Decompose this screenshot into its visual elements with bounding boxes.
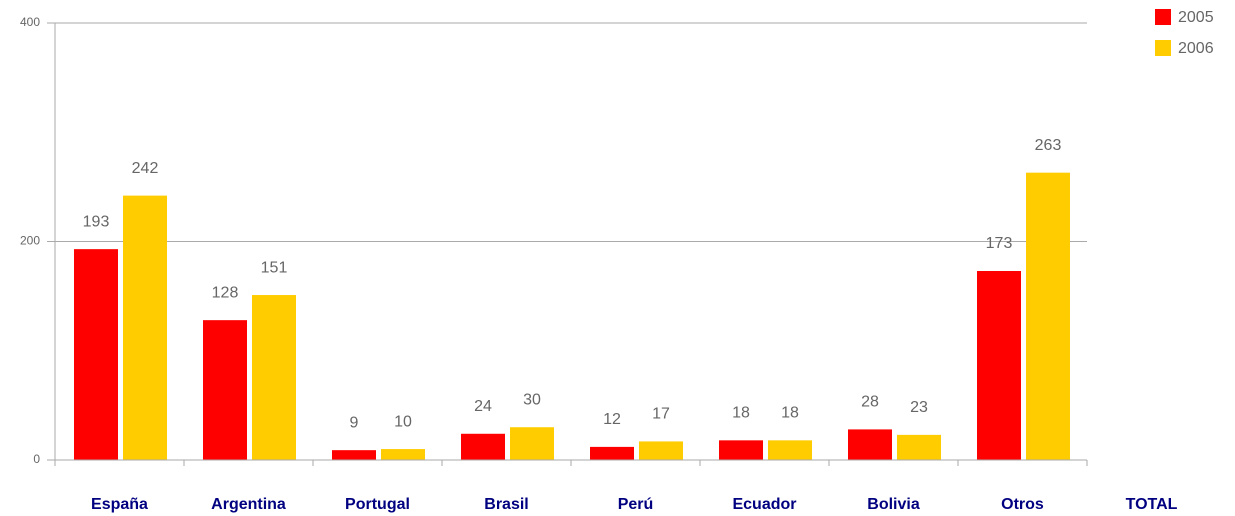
value-label: 173 — [986, 235, 1013, 252]
value-label: 30 — [523, 391, 541, 408]
value-label: 24 — [474, 398, 492, 415]
bar — [768, 440, 812, 460]
legend-swatch — [1155, 9, 1171, 25]
value-label: 128 — [212, 284, 239, 301]
bar — [639, 441, 683, 460]
legend-label: 2005 — [1178, 9, 1214, 26]
value-label: 18 — [781, 405, 799, 422]
bar — [977, 270, 1021, 460]
bar — [848, 429, 892, 460]
bar — [123, 195, 167, 461]
value-label: 9 — [350, 414, 359, 431]
y-tick-label: 0 — [33, 452, 40, 466]
bar — [252, 295, 296, 460]
x-tick-label: Portugal — [345, 496, 410, 513]
x-tick-label: Otros — [1001, 496, 1044, 513]
value-label: 263 — [1035, 137, 1062, 154]
x-tick-label: España — [91, 496, 148, 513]
x-tick-label: TOTAL — [1126, 496, 1178, 513]
bar — [203, 320, 247, 460]
bar — [590, 446, 634, 460]
bar — [897, 434, 941, 460]
value-label: 193 — [83, 213, 110, 230]
x-tick-label: Brasil — [484, 496, 528, 513]
x-tick-label: Perú — [618, 496, 654, 513]
bar — [719, 440, 763, 460]
y-tick-label: 400 — [20, 15, 40, 29]
bar — [461, 433, 505, 460]
value-label: 18 — [732, 405, 750, 422]
x-tick-label: Ecuador — [732, 496, 796, 513]
legend-swatch — [1155, 40, 1171, 56]
value-label: 17 — [652, 406, 670, 423]
bar — [1026, 172, 1070, 461]
bar — [381, 449, 425, 460]
value-label: 242 — [132, 160, 159, 177]
bar — [332, 450, 376, 460]
legend-label: 2006 — [1178, 40, 1214, 57]
value-label: 12 — [603, 411, 621, 428]
value-label: 10 — [394, 413, 412, 430]
bar — [510, 427, 554, 460]
bar — [74, 249, 118, 460]
y-tick-label: 200 — [20, 234, 40, 248]
x-tick-label: Bolivia — [867, 496, 920, 513]
value-label: 151 — [261, 259, 288, 276]
value-label: 28 — [861, 394, 879, 411]
x-tick-label: Argentina — [211, 496, 286, 513]
value-label: 23 — [910, 399, 928, 416]
